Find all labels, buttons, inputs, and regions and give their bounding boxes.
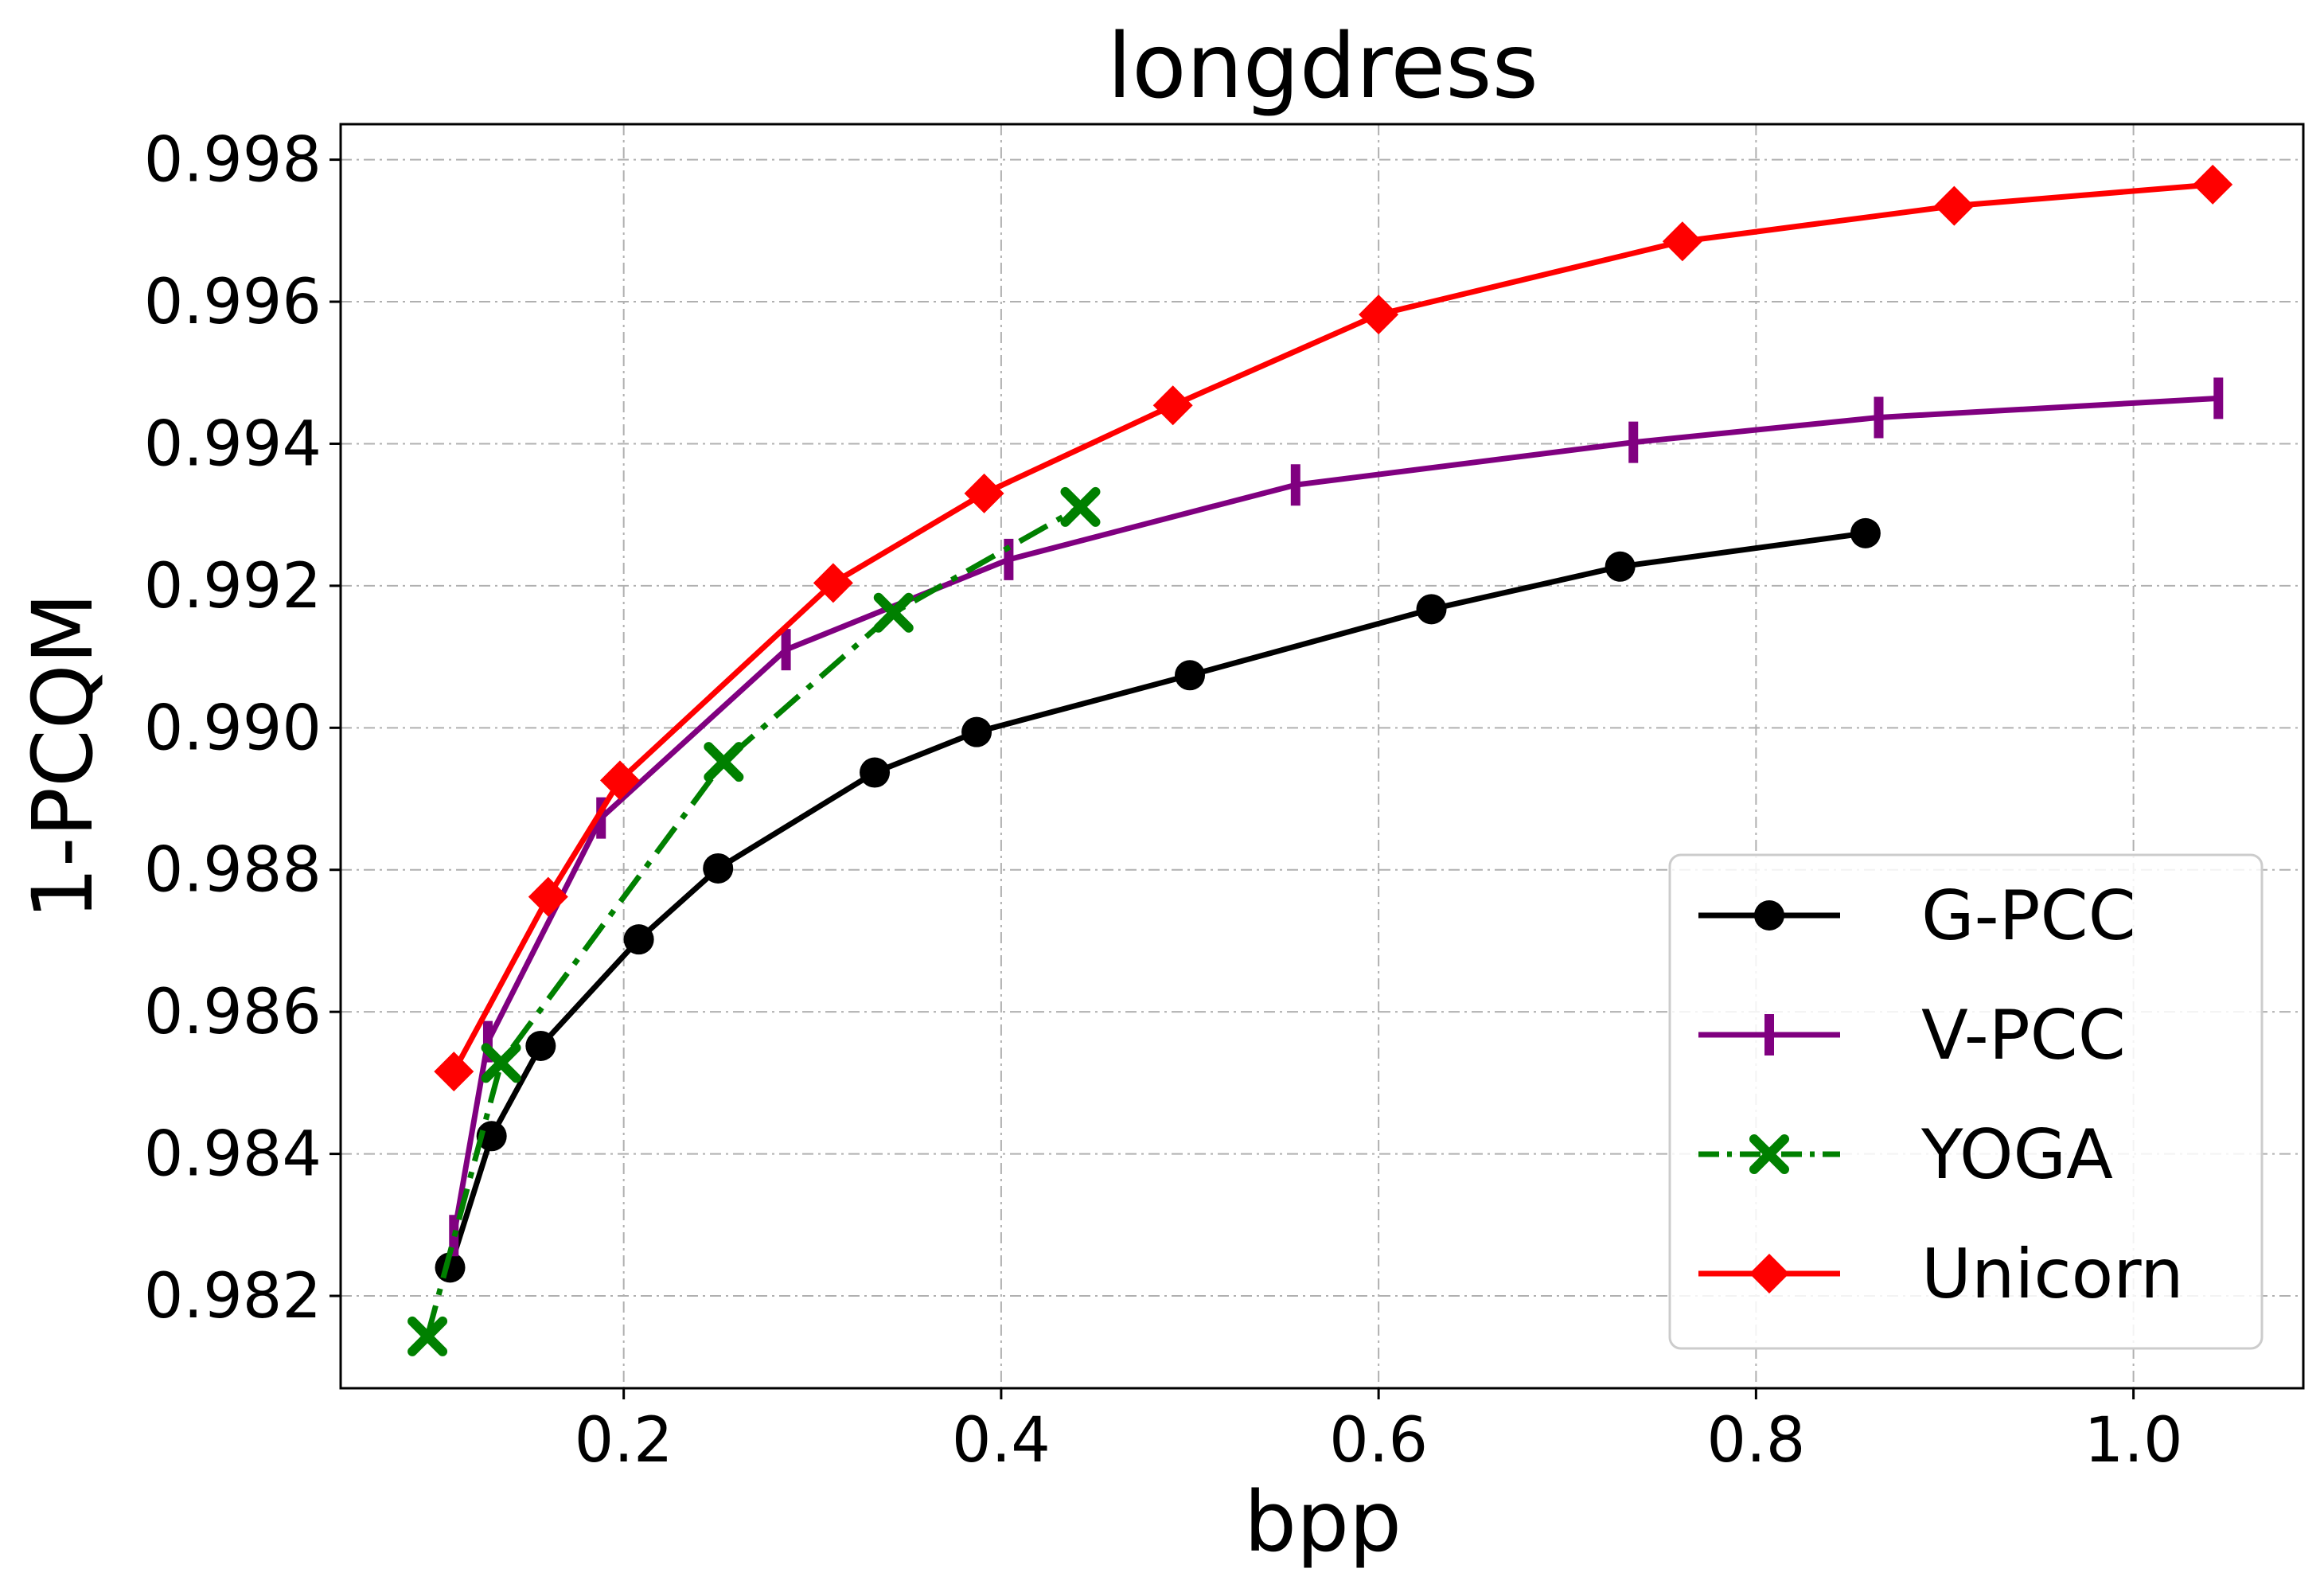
y-tick-label: 0.984 <box>144 1119 322 1191</box>
chart-title: longdress <box>1107 15 1538 119</box>
y-axis-label: 1-PCQM <box>14 593 111 920</box>
x-axis-label: bpp <box>1244 1473 1402 1571</box>
series-g-pcc <box>435 517 1881 1283</box>
data-point-unicorn <box>813 563 853 603</box>
x-tick-label: 0.8 <box>1706 1405 1805 1477</box>
data-point-unicorn <box>1359 295 1399 335</box>
data-point-unicorn <box>1934 185 1975 226</box>
series <box>407 164 2233 1356</box>
y-tick-label: 0.998 <box>144 125 322 197</box>
data-point-yoga-stroke <box>1060 486 1101 527</box>
legend-item-yoga: YOGA <box>1698 1115 2113 1195</box>
y-tick-label: 0.990 <box>144 693 322 764</box>
legend-item-v-pcc: V-PCC <box>1698 996 2126 1075</box>
data-point-unicorn <box>1152 385 1193 426</box>
legend-marker-yoga <box>1749 1134 1789 1174</box>
data-point-yoga-stroke <box>704 742 744 782</box>
data-point-yoga-stroke <box>481 1043 521 1083</box>
data-point-yoga <box>407 1316 448 1356</box>
legend-label: Unicorn <box>1921 1235 2184 1314</box>
data-point-g-pcc <box>1605 551 1636 582</box>
legend-marker-yoga-stroke <box>1749 1134 1789 1174</box>
series-line-unicorn <box>451 181 2213 1073</box>
data-point-unicorn <box>434 1052 474 1092</box>
data-point-g-pcc <box>860 757 891 788</box>
data-point-yoga <box>481 1043 521 1083</box>
legend: G-PCC V-PCC YOGA Unicorn <box>1668 853 2264 1350</box>
x-tick-label: 1.0 <box>2084 1405 2183 1477</box>
y-tick-label: 0.988 <box>144 835 322 907</box>
series-yoga <box>407 486 1101 1356</box>
y-tick-label: 0.982 <box>144 1261 322 1333</box>
data-point-unicorn <box>528 876 568 917</box>
data-point-yoga <box>873 592 914 633</box>
data-point-yoga <box>704 742 744 782</box>
legend-marker-g-pcc <box>1754 900 1784 931</box>
legend-item-unicorn: Unicorn <box>1698 1235 2184 1314</box>
x-tick-label: 0.2 <box>575 1405 673 1477</box>
series-unicorn <box>434 164 2233 1092</box>
data-point-yoga-stroke <box>873 592 914 633</box>
axis-ticks: 0.2 0.4 0.6 0.8 1.0 0.982 0.984 0.986 0.988 0.990… <box>144 125 2183 1477</box>
data-point-g-pcc <box>703 853 734 884</box>
x-tick-label: 0.6 <box>1329 1405 1428 1477</box>
series-line-yoga <box>424 504 1082 1337</box>
y-tick-label: 0.992 <box>144 551 322 622</box>
legend-marker-unicorn <box>1749 1254 1789 1294</box>
data-point-yoga-stroke <box>407 1316 448 1356</box>
data-point-g-pcc <box>961 716 992 747</box>
data-point-unicorn <box>964 473 1004 513</box>
legend-label: G-PCC <box>1921 876 2136 956</box>
data-point-unicorn <box>1662 221 1702 262</box>
data-point-unicorn <box>2193 164 2233 205</box>
legend-label: V-PCC <box>1921 996 2126 1075</box>
grid <box>341 124 2303 1388</box>
data-point-g-pcc <box>1175 660 1206 691</box>
legend-label: YOGA <box>1920 1115 2113 1195</box>
y-tick-label: 0.986 <box>144 977 322 1048</box>
data-point-yoga <box>1060 486 1101 527</box>
data-point-g-pcc <box>1850 517 1881 548</box>
plot-area <box>339 123 2305 1390</box>
legend-item-g-pcc: G-PCC <box>1698 876 2136 956</box>
data-point-unicorn <box>599 760 640 801</box>
y-tick-label: 0.996 <box>144 267 322 338</box>
y-tick-label: 0.994 <box>144 408 322 480</box>
data-point-g-pcc <box>623 924 654 955</box>
x-tick-label: 0.4 <box>952 1405 1051 1477</box>
data-point-g-pcc <box>525 1030 556 1061</box>
data-point-g-pcc <box>1416 594 1447 625</box>
series-line-g-pcc <box>447 530 1866 1269</box>
legend-box <box>1668 853 2264 1350</box>
data-point-g-pcc <box>476 1121 507 1152</box>
